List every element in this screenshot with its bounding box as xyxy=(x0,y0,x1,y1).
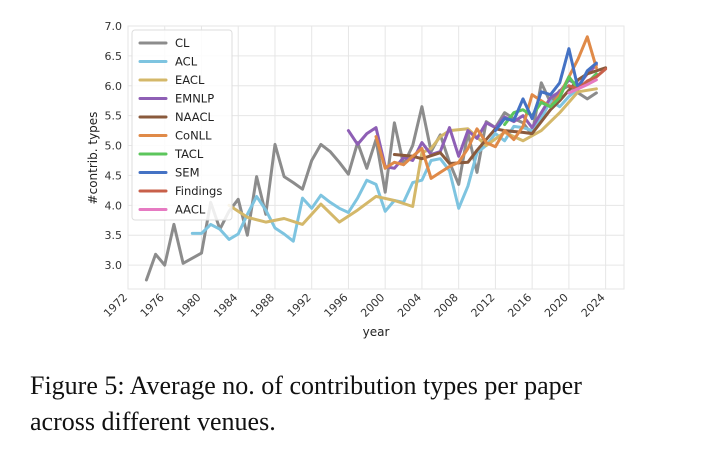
y-tick-label: 3.0 xyxy=(105,259,123,272)
x-tick-label: 1984 xyxy=(211,291,240,320)
x-axis-label: year xyxy=(363,325,390,339)
y-axis-label: #contrib. types xyxy=(86,112,100,205)
legend-label-aacl: AACL xyxy=(175,203,206,217)
line-chart: 3.0 3.5 4.0 4.5 5.0 5.5 6.0 6.5 7.0 1972 1976 1980… xyxy=(86,20,625,339)
legend-label-sem: SEM xyxy=(175,166,200,180)
x-tick-label: 1976 xyxy=(138,291,167,320)
y-tick-label: 4.5 xyxy=(105,169,123,182)
x-tick-label: 2024 xyxy=(579,291,608,320)
x-tick-label: 1972 xyxy=(101,291,130,320)
plot-frame xyxy=(127,25,625,290)
series-line-findings xyxy=(567,67,608,91)
caption-line-2: across different venues. xyxy=(30,407,276,436)
series-line-emnlp xyxy=(346,63,598,170)
caption-line-1: Figure 5: Average no. of contribution ty… xyxy=(30,371,582,400)
legend-label-tacl: TACL xyxy=(174,147,204,161)
y-tick-label: 5.5 xyxy=(105,110,123,123)
x-tick-label: 2008 xyxy=(432,291,461,320)
x-tick-label: 2016 xyxy=(505,291,534,320)
legend-label-emnlp: EMNLP xyxy=(175,92,214,106)
series-line-naacl xyxy=(392,66,608,165)
y-tick-label: 4.0 xyxy=(105,199,123,212)
x-tick-label: 2000 xyxy=(358,291,387,320)
y-tick-label: 7.0 xyxy=(105,20,123,33)
legend-label-acl: ACL xyxy=(175,55,198,69)
legend-label-cl: CL xyxy=(175,36,190,50)
x-tick-labels: 1972 1976 1980 1984 1988 1992 1996 2000 2004 2008… xyxy=(101,291,608,320)
legend-label-findings: Findings xyxy=(175,184,222,198)
figure-caption: Figure 5: Average no. of contribution ty… xyxy=(30,368,690,440)
y-tick-label: 3.5 xyxy=(105,229,123,242)
legend-label-naacl: NAACL xyxy=(175,110,214,124)
legend-label-eacl: EACL xyxy=(175,73,205,87)
y-tick-label: 6.5 xyxy=(105,50,123,63)
x-tick-label: 1980 xyxy=(175,291,204,320)
y-tick-labels: 3.0 3.5 4.0 4.5 5.0 5.5 6.0 6.5 7.0 xyxy=(105,20,123,272)
legend-label-conll: CoNLL xyxy=(175,129,212,143)
series-line-aacl xyxy=(567,78,598,95)
x-tick-label: 2020 xyxy=(542,291,571,320)
x-tick-label: 2012 xyxy=(469,291,498,320)
x-tick-label: 2004 xyxy=(395,291,424,320)
legend: CL ACL EACL EMNLP NAACL CoNLL TACL SEM Findings A… xyxy=(131,29,233,221)
y-tick-label: 6.0 xyxy=(105,80,123,93)
y-tick-label: 5.0 xyxy=(105,140,123,153)
x-tick-label: 1988 xyxy=(248,291,277,320)
x-tick-label: 1992 xyxy=(285,291,314,320)
x-tick-label: 1996 xyxy=(322,291,351,320)
